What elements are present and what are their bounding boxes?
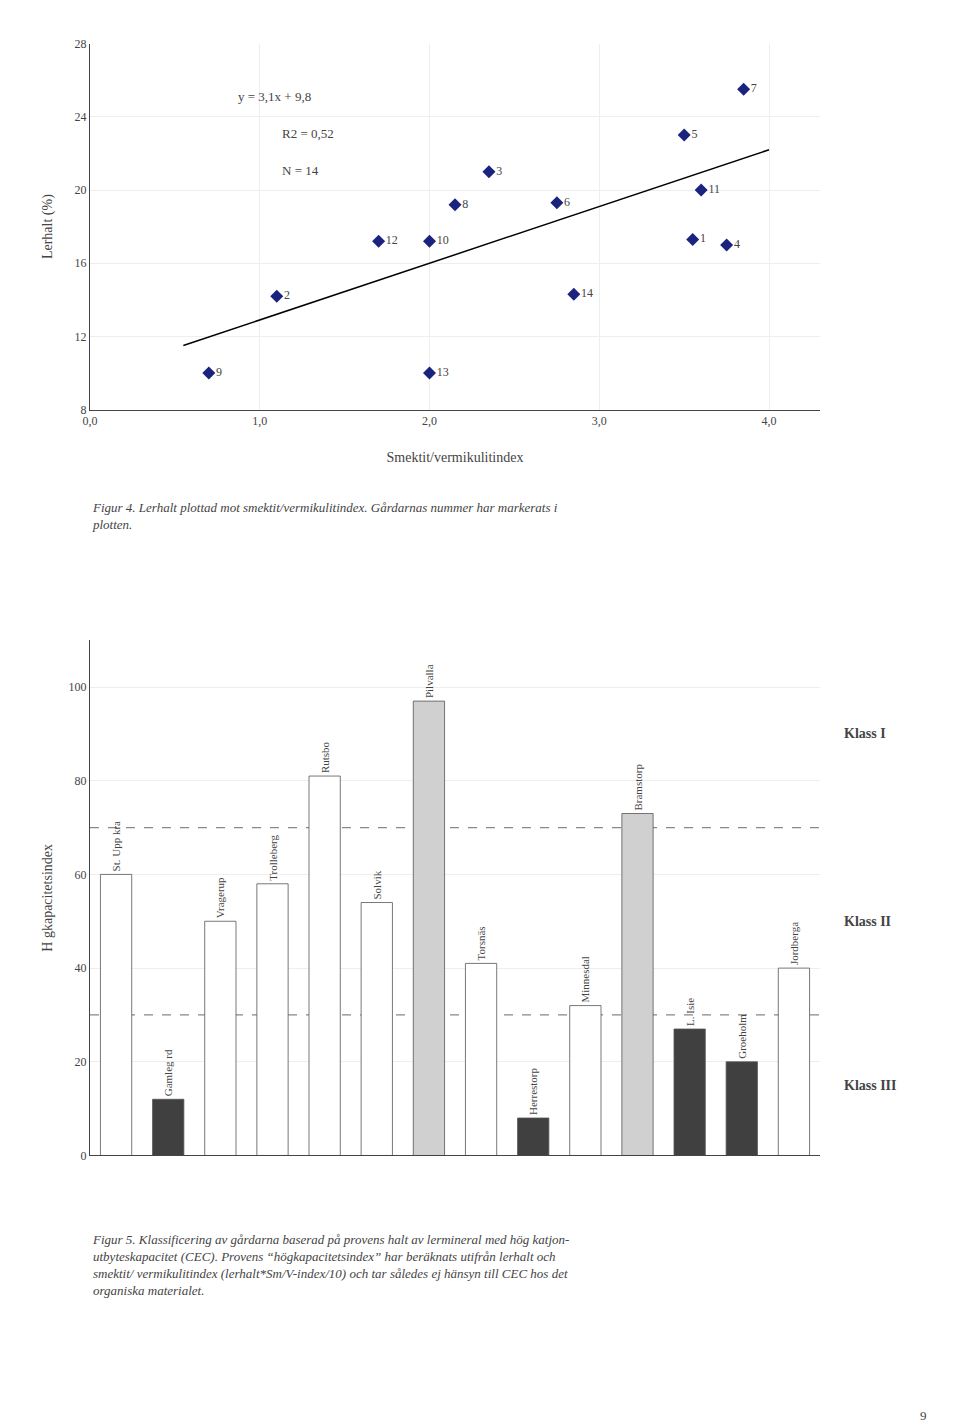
svg-text:40: 40 bbox=[75, 961, 87, 975]
svg-text:8: 8 bbox=[81, 403, 87, 417]
svg-text:9: 9 bbox=[920, 1408, 927, 1423]
svg-text:Bramstorp: Bramstorp bbox=[632, 764, 644, 811]
svg-text:Torsnäs: Torsnäs bbox=[475, 926, 487, 960]
svg-text:Herrestorp: Herrestorp bbox=[527, 1067, 539, 1115]
svg-text:Groeholm: Groeholm bbox=[736, 1014, 748, 1059]
svg-text:2: 2 bbox=[284, 288, 290, 302]
svg-text:N = 14: N = 14 bbox=[282, 163, 319, 178]
svg-text:H gkapacitetsindex: H gkapacitetsindex bbox=[40, 844, 55, 952]
svg-text:8: 8 bbox=[462, 197, 468, 211]
svg-text:24: 24 bbox=[75, 110, 87, 124]
svg-text:80: 80 bbox=[75, 774, 87, 788]
svg-text:Figur 5. Klassificering av går: Figur 5. Klassificering av gårdarna base… bbox=[92, 1232, 569, 1298]
svg-text:2,0: 2,0 bbox=[422, 414, 437, 428]
svg-text:16: 16 bbox=[75, 256, 87, 270]
svg-text:L. Isie: L. Isie bbox=[684, 998, 696, 1026]
svg-text:Lerhalt (%): Lerhalt (%) bbox=[40, 194, 56, 259]
svg-text:9: 9 bbox=[216, 365, 222, 379]
svg-text:0: 0 bbox=[81, 1149, 87, 1163]
svg-text:Klass III: Klass III bbox=[844, 1078, 897, 1093]
svg-text:28: 28 bbox=[75, 37, 87, 51]
svg-text:Rutsbo: Rutsbo bbox=[319, 741, 331, 773]
svg-text:Trolleberg: Trolleberg bbox=[267, 834, 279, 880]
svg-text:4,0: 4,0 bbox=[762, 414, 777, 428]
svg-text:y = 3,1x + 9,8: y = 3,1x + 9,8 bbox=[238, 89, 311, 104]
svg-text:St. Upp kra: St. Upp kra bbox=[110, 821, 122, 872]
svg-text:Minnesdal: Minnesdal bbox=[579, 956, 591, 1002]
svg-text:Klass I: Klass I bbox=[844, 726, 886, 741]
svg-text:13: 13 bbox=[437, 365, 449, 379]
svg-text:4: 4 bbox=[734, 237, 740, 251]
svg-text:5: 5 bbox=[691, 127, 697, 141]
svg-text:3,0: 3,0 bbox=[592, 414, 607, 428]
svg-text:12: 12 bbox=[75, 330, 87, 344]
svg-text:3: 3 bbox=[496, 164, 502, 178]
svg-text:12: 12 bbox=[386, 233, 398, 247]
svg-text:10: 10 bbox=[437, 233, 449, 247]
svg-text:0,0: 0,0 bbox=[83, 414, 98, 428]
svg-text:1,0: 1,0 bbox=[252, 414, 267, 428]
svg-text:R2 = 0,52: R2 = 0,52 bbox=[282, 126, 334, 141]
svg-text:11: 11 bbox=[708, 182, 720, 196]
svg-text:Klass II: Klass II bbox=[844, 914, 891, 929]
svg-text:Smektit/vermikulitindex: Smektit/vermikulitindex bbox=[387, 450, 524, 465]
svg-text:Pilvalla: Pilvalla bbox=[423, 664, 435, 698]
svg-text:6: 6 bbox=[564, 195, 570, 209]
svg-text:Figur 4. Lerhalt plottad mot s: Figur 4. Lerhalt plottad mot smektit/ver… bbox=[92, 500, 558, 532]
svg-text:14: 14 bbox=[581, 286, 593, 300]
svg-text:Vragerup: Vragerup bbox=[214, 877, 226, 918]
svg-text:20: 20 bbox=[75, 183, 87, 197]
svg-text:Jordberga: Jordberga bbox=[788, 922, 800, 965]
svg-text:Solvik: Solvik bbox=[371, 870, 383, 899]
svg-text:1: 1 bbox=[700, 231, 706, 245]
svg-text:Gamleg rd: Gamleg rd bbox=[162, 1049, 174, 1096]
svg-text:20: 20 bbox=[75, 1055, 87, 1069]
svg-text:100: 100 bbox=[69, 680, 87, 694]
svg-text:7: 7 bbox=[751, 81, 757, 95]
svg-text:60: 60 bbox=[75, 868, 87, 882]
